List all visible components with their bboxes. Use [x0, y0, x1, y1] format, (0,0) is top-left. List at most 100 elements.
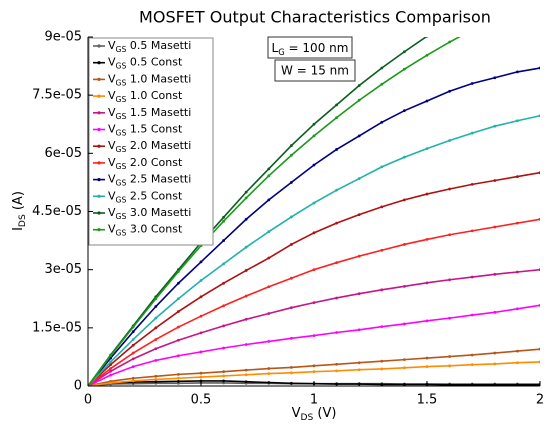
data-point — [109, 354, 112, 358]
data-point — [177, 379, 180, 383]
data-point — [357, 254, 361, 258]
data-point — [199, 295, 203, 299]
data-point — [516, 119, 519, 123]
legend-marker — [97, 144, 101, 148]
data-point — [335, 261, 338, 265]
chart-title: MOSFET Output Characteristics Comparison — [139, 8, 491, 27]
data-point — [335, 188, 338, 192]
legend-marker — [97, 111, 101, 115]
data-point — [425, 281, 429, 285]
data-point — [290, 215, 293, 219]
data-point — [425, 238, 429, 241]
data-point — [244, 317, 248, 321]
data-point — [357, 84, 361, 87]
legend-marker — [97, 194, 101, 198]
y-tick-label: 1.5e-05 — [32, 320, 82, 335]
data-point — [244, 368, 248, 372]
data-point — [335, 221, 338, 225]
data-point — [470, 131, 474, 135]
data-point — [335, 148, 338, 151]
data-point — [290, 336, 293, 340]
data-point — [448, 187, 451, 191]
data-point — [312, 364, 316, 368]
data-point — [493, 383, 497, 386]
data-point — [403, 383, 406, 386]
data-point — [199, 260, 203, 264]
data-point — [403, 284, 406, 288]
data-point — [470, 182, 474, 186]
data-point — [357, 382, 361, 386]
data-point — [403, 358, 406, 362]
data-point — [470, 353, 474, 357]
y-tick-label: 7.5e-05 — [32, 88, 82, 103]
data-point — [380, 248, 384, 252]
x-axis-label: VDS (V) — [292, 406, 337, 423]
data-point — [380, 82, 384, 86]
x-tick-label: 1.5 — [417, 393, 438, 408]
data-point — [244, 294, 248, 298]
data-point — [267, 167, 271, 171]
legend-marker — [97, 77, 101, 81]
data-point — [538, 360, 540, 364]
data-point — [154, 380, 158, 384]
plot-area — [88, 37, 540, 386]
data-point — [177, 338, 180, 342]
data-point — [109, 360, 112, 364]
x-tick-label: 1 — [310, 393, 318, 408]
legend-label: VGS 2.0 Masetti — [108, 139, 191, 154]
data-point — [267, 198, 271, 202]
data-point — [425, 192, 429, 196]
data-point — [244, 217, 248, 221]
data-point — [470, 363, 474, 367]
data-point — [177, 372, 180, 376]
data-point — [425, 319, 429, 323]
data-point — [131, 325, 135, 329]
data-point — [357, 292, 361, 296]
data-point — [109, 369, 112, 373]
data-point — [290, 306, 293, 310]
data-point — [177, 354, 180, 358]
data-point — [244, 373, 248, 377]
data-point — [493, 76, 497, 80]
annotation: LG = 100 nm — [272, 41, 349, 57]
data-point — [109, 367, 112, 370]
data-point — [312, 301, 316, 305]
data-point — [335, 362, 338, 366]
data-point — [538, 66, 540, 70]
data-point — [131, 338, 135, 341]
data-point — [380, 325, 384, 329]
data-point — [312, 122, 316, 126]
data-point — [177, 297, 180, 301]
data-point — [154, 316, 158, 320]
data-point — [199, 379, 203, 383]
data-point — [403, 322, 406, 326]
data-point — [222, 346, 226, 350]
data-point — [267, 312, 271, 315]
data-point — [290, 276, 293, 280]
data-point — [199, 314, 203, 318]
data-point — [448, 383, 451, 386]
data-point — [448, 278, 451, 282]
y-tick-label: 3e-05 — [44, 262, 82, 277]
data-point — [154, 374, 158, 378]
y-tick-label: 4.5e-05 — [32, 204, 82, 219]
x-tick-label: 0 — [84, 393, 92, 408]
data-point — [244, 190, 248, 194]
y-tick-label: 6e-05 — [44, 146, 82, 161]
data-point — [290, 181, 293, 184]
data-point — [222, 324, 226, 328]
data-point — [357, 134, 361, 138]
data-point — [470, 275, 474, 279]
data-point — [425, 147, 429, 151]
data-point — [403, 198, 406, 202]
x-tick-label: 0.5 — [191, 393, 212, 408]
data-point — [244, 196, 248, 200]
data-point — [516, 307, 519, 311]
legend-label: VGS 2.5 Const — [108, 189, 183, 204]
data-point — [290, 144, 293, 147]
data-point — [335, 103, 338, 107]
legend-label: VGS 0.5 Const — [108, 56, 183, 71]
data-point — [154, 326, 158, 330]
data-point — [357, 368, 361, 372]
